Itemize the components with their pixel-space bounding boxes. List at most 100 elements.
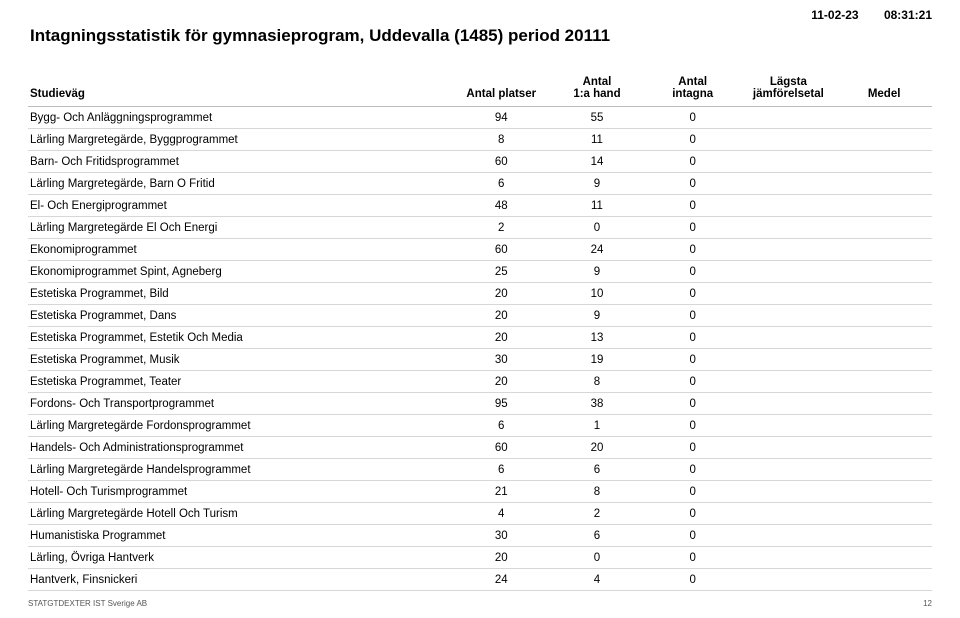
cell-1ahand: 6 — [549, 525, 645, 547]
cell-platser: 20 — [453, 371, 549, 393]
cell-medel — [836, 195, 932, 217]
table-row: Ekonomiprogrammet Spint, Agneberg2590 — [28, 261, 932, 283]
cell-1ahand: 13 — [549, 327, 645, 349]
cell-intagna: 0 — [645, 415, 741, 437]
cell-1ahand: 8 — [549, 371, 645, 393]
cell-1ahand: 38 — [549, 393, 645, 415]
table-row: Humanistiska Programmet3060 — [28, 525, 932, 547]
table-row: Estetiska Programmet, Bild20100 — [28, 283, 932, 305]
cell-jamf — [741, 349, 837, 371]
cell-1ahand: 24 — [549, 239, 645, 261]
cell-intagna: 0 — [645, 569, 741, 591]
table-row: Lärling Margretegärde Fordonsprogrammet6… — [28, 415, 932, 437]
cell-name: Fordons- Och Transportprogrammet — [28, 393, 453, 415]
cell-name: Lärling Margretegärde Handelsprogrammet — [28, 459, 453, 481]
cell-jamf — [741, 195, 837, 217]
table-row: Ekonomiprogrammet60240 — [28, 239, 932, 261]
cell-1ahand: 14 — [549, 151, 645, 173]
cell-intagna: 0 — [645, 283, 741, 305]
cell-jamf — [741, 239, 837, 261]
cell-medel — [836, 525, 932, 547]
cell-name: Handels- Och Administrationsprogrammet — [28, 437, 453, 459]
cell-1ahand: 9 — [549, 305, 645, 327]
cell-jamf — [741, 327, 837, 349]
cell-jamf — [741, 415, 837, 437]
cell-name: Hotell- Och Turismprogrammet — [28, 481, 453, 503]
cell-jamf — [741, 525, 837, 547]
table-row: Lärling Margretegärde Hotell Och Turism4… — [28, 503, 932, 525]
cell-jamf — [741, 283, 837, 305]
cell-platser: 60 — [453, 239, 549, 261]
cell-intagna: 0 — [645, 129, 741, 151]
cell-intagna: 0 — [645, 547, 741, 569]
cell-platser: 20 — [453, 327, 549, 349]
cell-name: Humanistiska Programmet — [28, 525, 453, 547]
cell-jamf — [741, 217, 837, 239]
cell-intagna: 0 — [645, 393, 741, 415]
cell-platser: 6 — [453, 459, 549, 481]
col-lagsta-jamf: Lägstajämförelsetal — [741, 74, 837, 107]
cell-intagna: 0 — [645, 195, 741, 217]
cell-platser: 48 — [453, 195, 549, 217]
cell-platser: 60 — [453, 151, 549, 173]
cell-medel — [836, 437, 932, 459]
col-antal-intagna: Antalintagna — [645, 74, 741, 107]
cell-intagna: 0 — [645, 261, 741, 283]
col-medel: Medel — [836, 74, 932, 107]
cell-jamf — [741, 503, 837, 525]
cell-platser: 60 — [453, 437, 549, 459]
cell-platser: 6 — [453, 173, 549, 195]
cell-intagna: 0 — [645, 239, 741, 261]
col-studievag: Studieväg — [28, 74, 453, 107]
report-date: 11-02-23 — [811, 8, 858, 22]
table-row: Hotell- Och Turismprogrammet2180 — [28, 481, 932, 503]
cell-intagna: 0 — [645, 525, 741, 547]
cell-medel — [836, 569, 932, 591]
cell-intagna: 0 — [645, 217, 741, 239]
cell-name: Lärling Margretegärde, Barn O Fritid — [28, 173, 453, 195]
cell-name: Barn- Och Fritidsprogrammet — [28, 151, 453, 173]
table-row: Estetiska Programmet, Dans2090 — [28, 305, 932, 327]
cell-1ahand: 0 — [549, 217, 645, 239]
cell-name: Estetiska Programmet, Musik — [28, 349, 453, 371]
cell-intagna: 0 — [645, 459, 741, 481]
cell-platser: 8 — [453, 129, 549, 151]
cell-jamf — [741, 261, 837, 283]
cell-medel — [836, 349, 932, 371]
cell-intagna: 0 — [645, 327, 741, 349]
cell-intagna: 0 — [645, 107, 741, 129]
cell-medel — [836, 173, 932, 195]
cell-medel — [836, 129, 932, 151]
cell-intagna: 0 — [645, 173, 741, 195]
cell-jamf — [741, 173, 837, 195]
footer-right: 12 — [923, 599, 932, 608]
table-row: Lärling Margretegärde, Barn O Fritid690 — [28, 173, 932, 195]
cell-name: Lärling, Övriga Hantverk — [28, 547, 453, 569]
table-row: Barn- Och Fritidsprogrammet60140 — [28, 151, 932, 173]
cell-intagna: 0 — [645, 481, 741, 503]
cell-platser: 95 — [453, 393, 549, 415]
table-row: Bygg- Och Anläggningsprogrammet94550 — [28, 107, 932, 129]
cell-platser: 94 — [453, 107, 549, 129]
cell-medel — [836, 217, 932, 239]
page-title: Intagningsstatistik för gymnasieprogram,… — [30, 26, 932, 46]
cell-name: Estetiska Programmet, Teater — [28, 371, 453, 393]
cell-platser: 30 — [453, 525, 549, 547]
cell-jamf — [741, 547, 837, 569]
cell-jamf — [741, 305, 837, 327]
cell-medel — [836, 415, 932, 437]
cell-1ahand: 9 — [549, 261, 645, 283]
stats-table: Studieväg Antal platser Antal1:a hand An… — [28, 74, 932, 591]
table-row: Handels- Och Administrationsprogrammet60… — [28, 437, 932, 459]
cell-jamf — [741, 569, 837, 591]
cell-platser: 25 — [453, 261, 549, 283]
cell-intagna: 0 — [645, 305, 741, 327]
cell-medel — [836, 261, 932, 283]
table-row: Estetiska Programmet, Estetik Och Media2… — [28, 327, 932, 349]
page-footer: STATGTDEXTER IST Sverige AB 12 — [28, 599, 932, 608]
cell-jamf — [741, 481, 837, 503]
table-row: Lärling Margretegärde, Byggprogrammet811… — [28, 129, 932, 151]
cell-1ahand: 19 — [549, 349, 645, 371]
table-header-row: Studieväg Antal platser Antal1:a hand An… — [28, 74, 932, 107]
cell-jamf — [741, 151, 837, 173]
